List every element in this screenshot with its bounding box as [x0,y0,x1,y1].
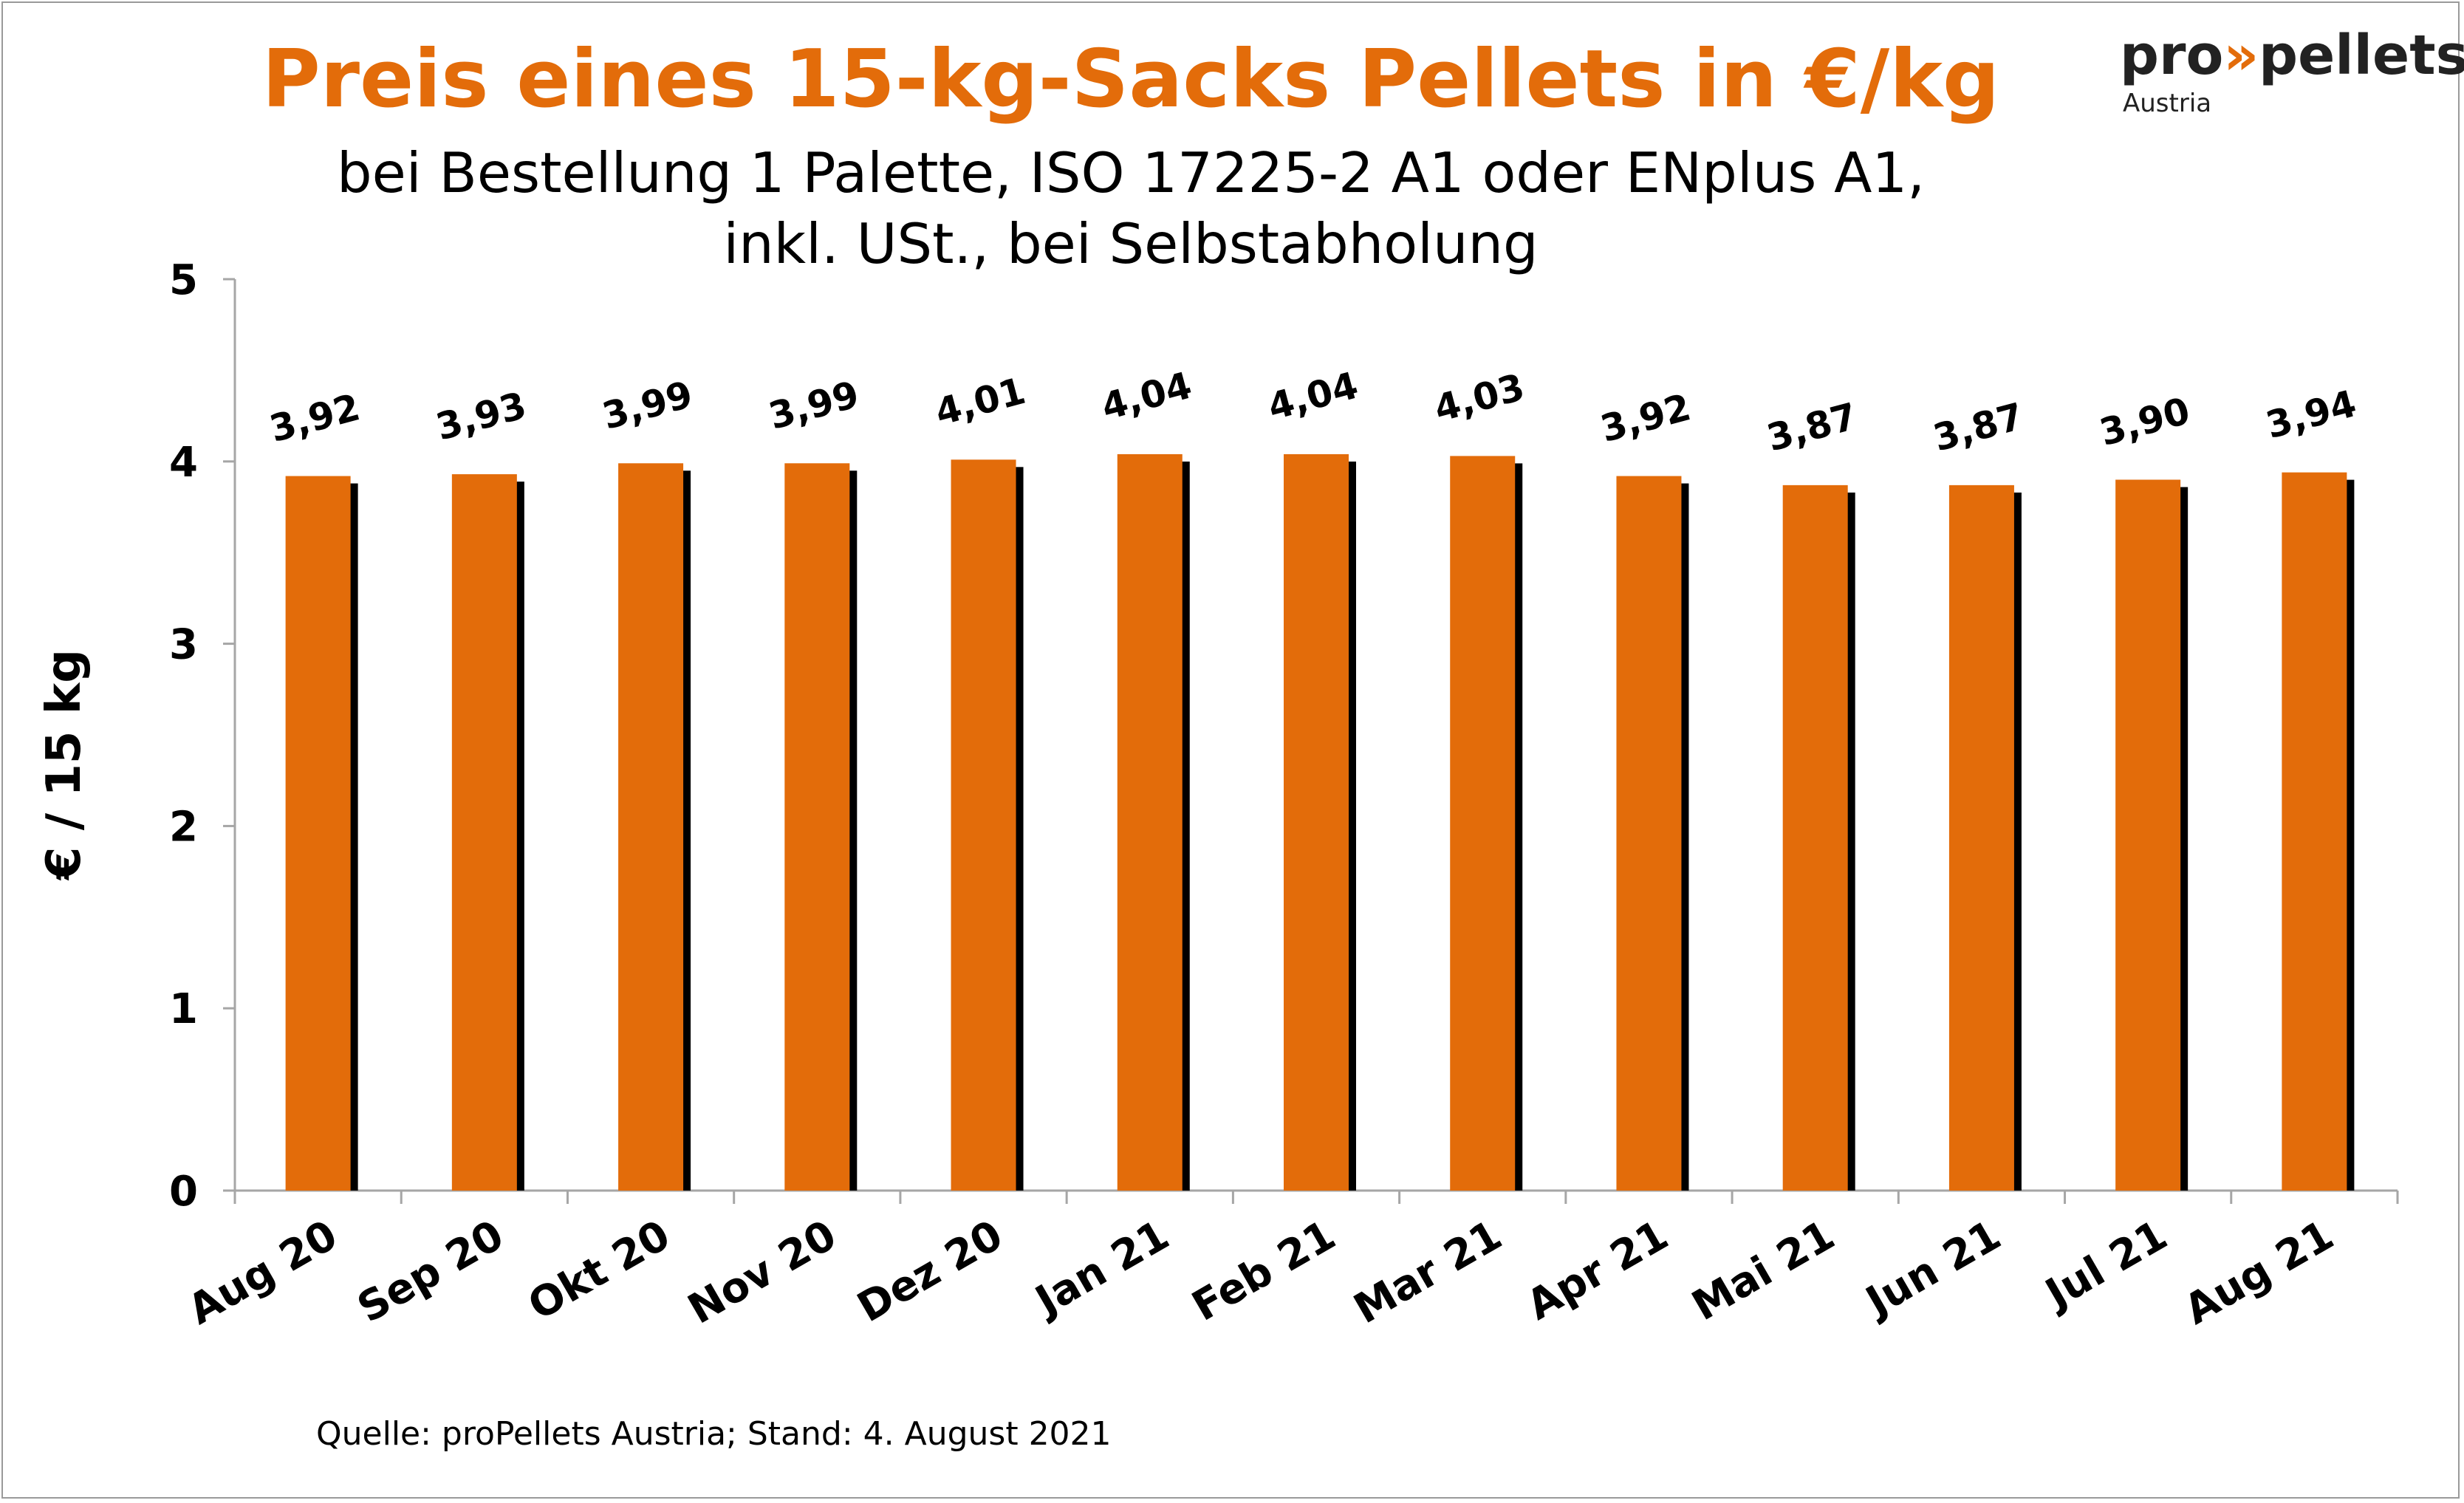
source-note: Quelle: proPellets Austria; Stand: 4. Au… [316,1415,1112,1453]
x-tick-label: Mar 21 [1346,1211,1510,1334]
bar [451,474,517,1191]
chart-title: Preis eines 15-kg-Sacks Pellets in €/kg [261,33,2000,126]
y-tick-label: 1 [169,985,198,1033]
data-label: 3,99 [598,373,697,438]
x-tick-label: Jan 21 [1025,1211,1177,1326]
data-label: 4,04 [1097,364,1196,429]
x-tick-label: Jun 21 [1855,1211,2008,1327]
x-tick-label: Aug 21 [2177,1211,2342,1335]
logo-country: Austria [2123,89,2212,118]
x-tick-label: Apr 21 [1519,1211,1676,1330]
bar [784,463,850,1191]
x-tick-label: Sep 20 [349,1211,511,1332]
data-labels: 3,92 3,93 3,99 3,99 4,01 4,04 4,04 4,03 3,92 3,87… [265,364,2361,460]
logo-prefix: pro [2120,24,2224,87]
logo-wordmark: pro»pellets [2120,22,2464,89]
x-axis: Aug 20 Sep 20 Okt 20 Nov 20 Dez 20 Jan 21 Feb … [180,1189,2399,1335]
y-tick-label: 4 [169,439,198,487]
bar [2115,479,2181,1191]
bar [2282,472,2347,1191]
data-label: 3,92 [1596,386,1695,451]
data-label: 4,01 [931,369,1030,434]
bars [285,453,2355,1191]
x-tick-label: Nov 20 [680,1211,844,1334]
logo-chevron-icon: » [2223,24,2259,87]
y-tick-label: 3 [169,621,198,669]
logo-name: pellets [2259,24,2464,87]
bar [1616,476,1682,1191]
y-tick-label: 5 [169,256,198,304]
data-label: 3,87 [1762,394,1861,459]
data-label: 3,90 [2095,389,2194,454]
y-axis: 0 1 2 3 4 5 [169,256,236,1216]
chart-subtitle: bei Bestellung 1 Palette, ISO 17225-2 A1… [0,137,2262,279]
subtitle-line-1: bei Bestellung 1 Palette, ISO 17225-2 A1… [336,140,1926,205]
bar [1450,456,1516,1191]
bar [285,476,351,1191]
bar [951,459,1016,1191]
x-tick-label: Mai 21 [1684,1211,1842,1330]
x-tick-label: Okt 20 [521,1211,679,1330]
data-label: 3,94 [2262,382,2361,447]
data-label: 3,99 [764,373,863,438]
x-tick-label: Feb 21 [1184,1211,1344,1331]
data-label: 3,93 [431,384,530,449]
x-tick-label: Jul 21 [2036,1211,2176,1320]
data-label: 3,87 [1929,394,2027,459]
data-label: 4,04 [1264,364,1363,429]
bar [618,463,684,1191]
bar [1948,485,2014,1191]
data-label: 3,92 [265,386,364,451]
x-tick-label: Dez 20 [849,1211,1010,1332]
x-tick-label: Aug 20 [180,1211,346,1335]
propellets-logo: pro»pellets Austria [2120,22,2464,133]
subtitle-line-2: inkl. USt., bei Selbstabholung [723,211,1539,276]
y-axis-label: € / 15 kg [37,649,92,881]
y-tick-label: 0 [169,1168,198,1216]
y-tick-label: 2 [169,803,198,851]
bar [1117,453,1183,1191]
data-label: 4,03 [1430,366,1529,431]
bar [1284,453,1349,1191]
bar [1782,485,1848,1191]
